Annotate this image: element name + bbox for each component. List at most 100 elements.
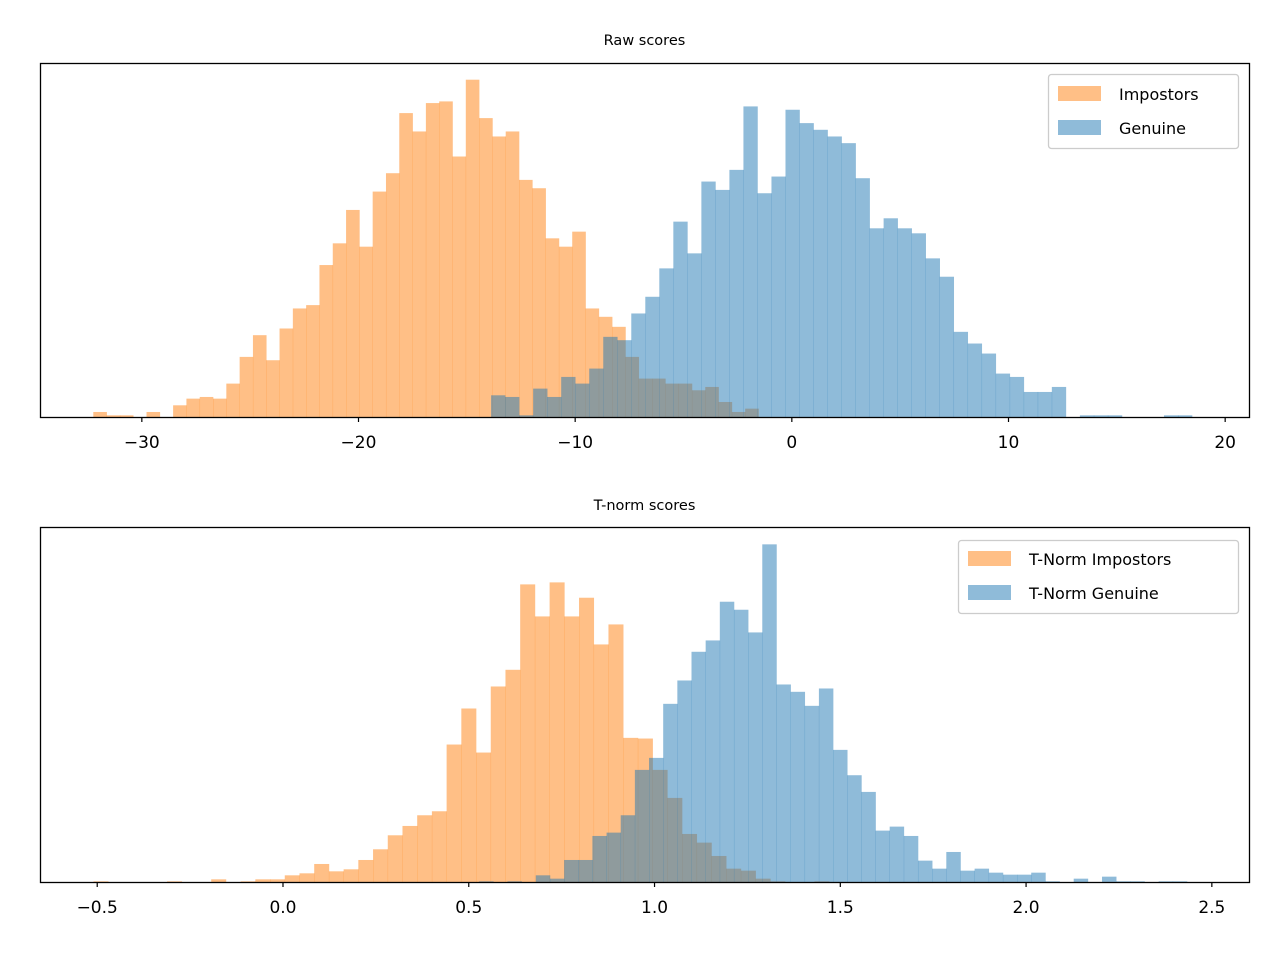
histogram-bar-genuine [855, 178, 870, 417]
histogram-bar-impostors [319, 265, 334, 417]
histogram-bar-genuine [479, 881, 494, 882]
histogram-bar-genuine [841, 143, 856, 417]
histogram-bar-genuine [1172, 881, 1188, 882]
histogram-bar-genuine [606, 832, 622, 882]
histogram-bar-genuine [1045, 881, 1060, 882]
histogram-bar-genuine [1107, 415, 1123, 417]
histogram-bar-impostors [306, 305, 320, 417]
histogram-bar-impostors [446, 744, 462, 882]
histogram-bar-genuine [620, 815, 636, 882]
histogram-bar-genuine [981, 353, 997, 417]
histogram-bar-impostors [332, 243, 347, 417]
histogram-bar-genuine [1037, 391, 1053, 417]
histogram-bar-genuine [743, 106, 758, 417]
histogram-bar-impostors [564, 616, 580, 882]
legend: T-Norm Impostors T-Norm Genuine [957, 539, 1240, 615]
histogram-bar-genuine [847, 775, 862, 882]
x-tick-label: 2.5 [1198, 898, 1225, 918]
histogram-bar-genuine [875, 830, 890, 882]
histogram-bar-impostors [387, 835, 403, 882]
histogram-bar-genuine [663, 703, 678, 882]
x-tick-label: 1.0 [641, 898, 668, 918]
histogram-bar-impostors [167, 881, 183, 882]
legend: Impostors Genuine [1047, 73, 1240, 150]
histogram-bar-genuine [673, 221, 688, 417]
histogram-bar-impostors [270, 879, 286, 882]
x-tick-label: 1.5 [827, 898, 854, 918]
chart-title: Raw scores [604, 33, 686, 49]
x-axis-ticks: −30 −20 −10 0 10 20 [124, 417, 1236, 453]
histogram-bar-impostors [106, 415, 121, 417]
histogram-bar-genuine [491, 395, 506, 417]
legend-label-tnorm-genuine: T-Norm Genuine [1028, 584, 1159, 603]
histogram-bar-genuine [953, 331, 969, 417]
histogram-bar-impostors [572, 231, 586, 417]
histogram-bar-impostors [476, 752, 492, 882]
histogram-bar-genuine [813, 129, 828, 417]
histogram-bar-genuine [911, 233, 926, 417]
histogram-bar-genuine [549, 878, 565, 882]
legend-label-impostors: Impostors [1119, 85, 1199, 104]
histogram-bar-genuine [869, 228, 884, 417]
histogram-bar-genuine [889, 826, 905, 882]
legend-swatch-impostors [1058, 86, 1101, 101]
histogram-bar-genuine [946, 851, 961, 882]
x-tick-label: 0 [786, 433, 797, 453]
axes-frame [39, 62, 1251, 419]
histogram-bar-impostors [558, 246, 573, 417]
x-tick-label: 2.0 [1013, 898, 1040, 918]
histogram-bar-genuine [897, 228, 912, 417]
histogram-bar-genuine [687, 253, 702, 417]
histogram-bar-impostors [146, 411, 161, 417]
histogram-bar-genuine [827, 136, 842, 418]
histogram-bar-impostors [402, 825, 418, 882]
histogram-bar-genuine [603, 336, 618, 417]
histogram-bar-impostors [412, 131, 427, 417]
histogram-bar-impostors [343, 869, 359, 882]
histogram-bar-genuine [861, 791, 876, 882]
legend-swatch-tnorm-genuine [968, 585, 1011, 600]
x-tick-label: 0.5 [455, 898, 482, 918]
histogram-bar-genuine [719, 601, 735, 882]
histogram-bar-genuine [1158, 881, 1174, 882]
histogram-bar-impostors [608, 624, 624, 882]
histogram-bar-impostors [452, 156, 467, 417]
histogram-bar-impostors [252, 335, 267, 417]
histogram-bar-genuine [932, 868, 947, 882]
histogram-bar-impostors [490, 686, 506, 882]
histogram-bar-impostors [240, 881, 256, 882]
histogram-bar-genuine [701, 181, 716, 417]
histogram-bar-impostors [465, 79, 480, 417]
histogram-bar-genuine [925, 258, 940, 417]
histogram-bar-genuine [1093, 415, 1109, 417]
histogram-bar-impostors [211, 879, 227, 882]
histogram-bar-impostors [520, 584, 536, 882]
histogram-bar-genuine [589, 368, 604, 417]
histogram-bar-genuine [505, 396, 520, 417]
histogram-bar-impostors [292, 308, 307, 417]
histogram-bar-impostors [439, 101, 453, 417]
histogram-bar-impostors [93, 411, 107, 417]
histogram-bar-impostors [479, 118, 493, 418]
x-tick-label: 10 [998, 433, 1020, 453]
histogram-bar-genuine [547, 396, 562, 417]
histogram-bar-genuine [762, 544, 777, 882]
histogram-bar-impostors [505, 131, 520, 417]
histogram-bar-impostors [239, 356, 254, 417]
x-tick-label: −30 [124, 433, 160, 453]
histogram-bar-genuine [1031, 872, 1046, 882]
histogram-bar-impostors [358, 859, 374, 882]
histogram-bar-genuine [561, 376, 576, 417]
histogram-bar-genuine [592, 835, 607, 882]
histogram-bar-genuine [535, 875, 551, 882]
histogram-bar-genuine [691, 651, 706, 882]
histogram-bar-genuine [804, 705, 820, 882]
histogram-bar-impostors [226, 383, 240, 417]
histogram-bar-impostors [549, 582, 565, 882]
histogram-bar-genuine [1009, 376, 1025, 417]
axes-frame [39, 526, 1251, 884]
histogram-bar-impostors [359, 246, 373, 417]
histogram-bar-genuine [771, 176, 786, 417]
x-tick-label: −0.5 [77, 898, 118, 918]
histogram-bar-genuine [1023, 391, 1039, 417]
